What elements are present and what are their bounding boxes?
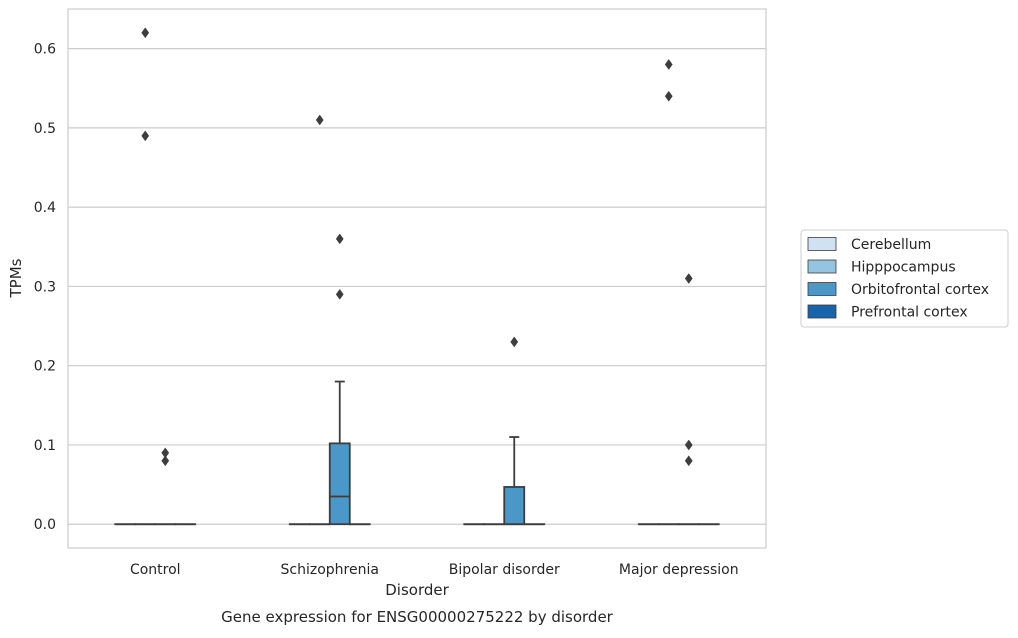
y-tick-label: 0.2 <box>34 359 56 375</box>
legend-label: Cerebellum <box>851 237 931 253</box>
x-tick-label: Bipolar disorder <box>449 562 560 578</box>
x-tick-label: Major depression <box>619 562 739 578</box>
legend-label: Prefrontal cortex <box>851 305 968 321</box>
y-axis-label: TPMs <box>7 258 25 298</box>
y-tick-label: 0.1 <box>34 438 56 454</box>
x-tick-label: Schizophrenia <box>281 562 379 578</box>
plot-area <box>68 9 766 548</box>
y-tick-label: 0.5 <box>34 121 56 137</box>
y-tick-label: 0.6 <box>34 42 56 58</box>
box-body <box>504 487 524 524</box>
legend-swatch <box>808 305 836 318</box>
legend-swatch <box>808 260 836 273</box>
box-body <box>330 443 350 524</box>
y-tick-label: 0.0 <box>34 517 56 533</box>
legend-swatch <box>808 283 836 296</box>
y-tick-label: 0.3 <box>34 279 56 295</box>
legend: Cerebellum Hipppocampus Orbitofrontal cort… <box>801 230 1008 327</box>
chart-caption: Gene expression for ENSG00000275222 by d… <box>221 608 614 626</box>
x-axis-label: Disorder <box>385 581 449 599</box>
legend-label: Orbitofrontal cortex <box>851 282 989 298</box>
legend-label: Hipppocampus <box>851 260 956 276</box>
x-tick-label: Control <box>130 562 181 578</box>
y-tick-label: 0.4 <box>34 200 56 216</box>
legend-swatch <box>808 238 836 251</box>
x-axis-ticks: Control Schizophrenia Bipolar disorder Majo… <box>130 562 739 578</box>
y-axis-ticks: 0.0 0.1 0.2 0.3 0.4 0.5 0.6 <box>34 42 56 534</box>
